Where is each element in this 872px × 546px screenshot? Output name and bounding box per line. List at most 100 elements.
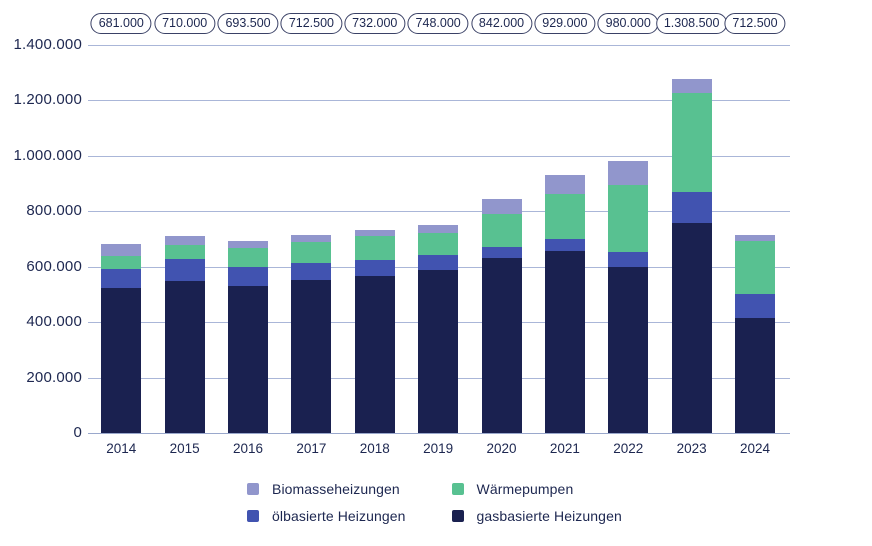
bar-segment-2015-biomasseheizungen bbox=[164, 235, 205, 245]
bar-segment-2020-ölbasierte-heizungen bbox=[481, 247, 522, 259]
total-badge-2018: 732.000 bbox=[344, 13, 406, 34]
gridline bbox=[88, 211, 790, 212]
bar-segment-2022-biomasseheizungen bbox=[608, 161, 649, 185]
bar-segment-2014-gasbasierte-heizungen bbox=[101, 288, 142, 433]
bar-segment-2021-gasbasierte-heizungen bbox=[544, 250, 585, 433]
chart-legend: Biomasseheizungen Wärmepumpen ölbasierte H… bbox=[247, 481, 622, 524]
x-axis-label-2020: 2020 bbox=[486, 441, 517, 456]
bar-segment-2018-biomasseheizungen bbox=[354, 229, 395, 237]
total-badge-2017: 712.500 bbox=[280, 13, 342, 34]
bar-2019 bbox=[418, 225, 459, 433]
bar-2014 bbox=[101, 244, 142, 433]
bar-segment-2016-gasbasierte-heizungen bbox=[228, 285, 269, 433]
x-axis-label-2023: 2023 bbox=[676, 441, 707, 456]
bar-segment-2016-biomasseheizungen bbox=[228, 240, 269, 249]
bar-segment-2024-gasbasierte-heizungen bbox=[735, 317, 775, 433]
bar-segment-2018-gasbasierte-heizungen bbox=[354, 276, 395, 433]
gridline bbox=[88, 100, 790, 101]
bar-segment-2014-biomasseheizungen bbox=[101, 244, 142, 256]
bar-segment-2020-gasbasierte-heizungen bbox=[481, 258, 522, 433]
x-axis-label-2017: 2017 bbox=[296, 441, 327, 456]
y-axis-tick-label: 200.000 bbox=[26, 368, 82, 386]
total-badge-2015: 710.000 bbox=[154, 13, 216, 34]
legend-label: gasbasierte Heizungen bbox=[476, 508, 622, 524]
bar-2022 bbox=[608, 161, 649, 433]
x-axis-line bbox=[88, 433, 790, 434]
legend-swatch-icon bbox=[247, 510, 259, 522]
bar-segment-2020-biomasseheizungen bbox=[481, 199, 522, 214]
bar-segment-2023-biomasseheizungen bbox=[671, 79, 712, 94]
bar-segment-2021-wärmepumpen bbox=[544, 193, 585, 239]
bar-segment-2018-wärmepumpen bbox=[354, 236, 395, 260]
x-axis-label-2015: 2015 bbox=[169, 441, 200, 456]
legend-label: ölbasierte Heizungen bbox=[272, 508, 406, 524]
bar-segment-2018-ölbasierte-heizungen bbox=[354, 259, 395, 277]
x-axis-label-2016: 2016 bbox=[233, 441, 264, 456]
bar-segment-2022-gasbasierte-heizungen bbox=[608, 267, 649, 433]
bar-segment-2017-ölbasierte-heizungen bbox=[291, 263, 332, 281]
bar-segment-2019-ölbasierte-heizungen bbox=[418, 254, 459, 270]
bar-segment-2021-ölbasierte-heizungen bbox=[544, 238, 585, 251]
bar-segment-2019-wärmepumpen bbox=[418, 232, 459, 255]
bar-segment-2024-biomasseheizungen bbox=[735, 235, 775, 241]
bar-segment-2015-gasbasierte-heizungen bbox=[164, 280, 205, 433]
total-badge-2014: 681.000 bbox=[90, 13, 152, 34]
legend-item-gasbasierte-heizungen: gasbasierte Heizungen bbox=[451, 508, 622, 524]
bar-2023 bbox=[671, 79, 712, 433]
bar-segment-2024-ölbasierte-heizungen bbox=[735, 294, 775, 318]
total-badge-2020: 842.000 bbox=[470, 13, 533, 34]
y-axis-tick-label: 1.200.000 bbox=[13, 91, 82, 108]
bar-segment-2015-wärmepumpen bbox=[164, 244, 205, 260]
bar-segment-2014-ölbasierte-heizungen bbox=[101, 269, 142, 289]
bar-segment-2021-biomasseheizungen bbox=[544, 175, 585, 194]
total-badge-2019: 748.000 bbox=[407, 13, 469, 34]
legend-label: Biomasseheizungen bbox=[272, 481, 400, 497]
bar-segment-2022-ölbasierte-heizungen bbox=[608, 252, 649, 268]
bar-segment-2016-ölbasierte-heizungen bbox=[228, 266, 269, 286]
legend-swatch-icon bbox=[451, 483, 464, 495]
x-axis-label-2014: 2014 bbox=[106, 441, 137, 456]
x-axis-label-2024: 2024 bbox=[739, 441, 771, 456]
bar-2015 bbox=[164, 235, 205, 433]
y-axis-tick-label: 1.000.000 bbox=[13, 146, 82, 164]
x-axis-label-2018: 2018 bbox=[359, 441, 390, 456]
bar-segment-2019-biomasseheizungen bbox=[418, 225, 459, 233]
y-axis-tick-label: 1.400.000 bbox=[13, 35, 82, 53]
x-axis-label-2021: 2021 bbox=[549, 441, 580, 456]
bar-2017 bbox=[291, 235, 332, 433]
gridline bbox=[88, 44, 790, 46]
y-axis-tick-label: 800.000 bbox=[26, 202, 82, 219]
legend-swatch-icon bbox=[451, 510, 464, 522]
bar-segment-2015-ölbasierte-heizungen bbox=[164, 259, 205, 281]
legend-item-ölbasierte-heizungen: ölbasierte Heizungen bbox=[247, 508, 406, 524]
legend-label: Wärmepumpen bbox=[476, 481, 574, 497]
legend-item-wärmepumpen: Wärmepumpen bbox=[451, 481, 622, 497]
bar-segment-2016-wärmepumpen bbox=[228, 248, 269, 267]
total-badge-2021: 929.000 bbox=[534, 13, 596, 34]
bar-2021 bbox=[544, 175, 585, 433]
bar-segment-2023-ölbasierte-heizungen bbox=[671, 191, 712, 224]
gridline bbox=[88, 155, 790, 157]
bar-segment-2017-gasbasierte-heizungen bbox=[291, 280, 332, 433]
bar-segment-2020-wärmepumpen bbox=[481, 213, 522, 248]
bar-2024 bbox=[735, 235, 775, 433]
bar-segment-2022-wärmepumpen bbox=[608, 184, 649, 253]
bar-2018 bbox=[354, 229, 395, 433]
bar-segment-2023-wärmepumpen bbox=[671, 93, 712, 192]
bar-segment-2019-gasbasierte-heizungen bbox=[418, 269, 459, 433]
total-badge-2024: 712.500 bbox=[724, 13, 786, 34]
total-badge-2023: 1.308.500 bbox=[655, 13, 728, 34]
total-badge-2022: 980.000 bbox=[597, 13, 659, 34]
bar-segment-2017-biomasseheizungen bbox=[291, 235, 332, 243]
total-badge-2016: 693.500 bbox=[217, 13, 279, 34]
x-axis-label-2022: 2022 bbox=[613, 441, 644, 456]
legend-swatch-icon bbox=[247, 483, 259, 495]
bar-segment-2024-wärmepumpen bbox=[735, 241, 775, 295]
x-axis-label-2019: 2019 bbox=[423, 441, 454, 456]
bar-2020 bbox=[481, 199, 522, 433]
y-axis-tick-label: 0 bbox=[73, 424, 82, 441]
bar-2016 bbox=[228, 240, 269, 433]
bar-segment-2017-wärmepumpen bbox=[291, 242, 332, 264]
y-axis-tick-label: 600.000 bbox=[26, 257, 82, 275]
